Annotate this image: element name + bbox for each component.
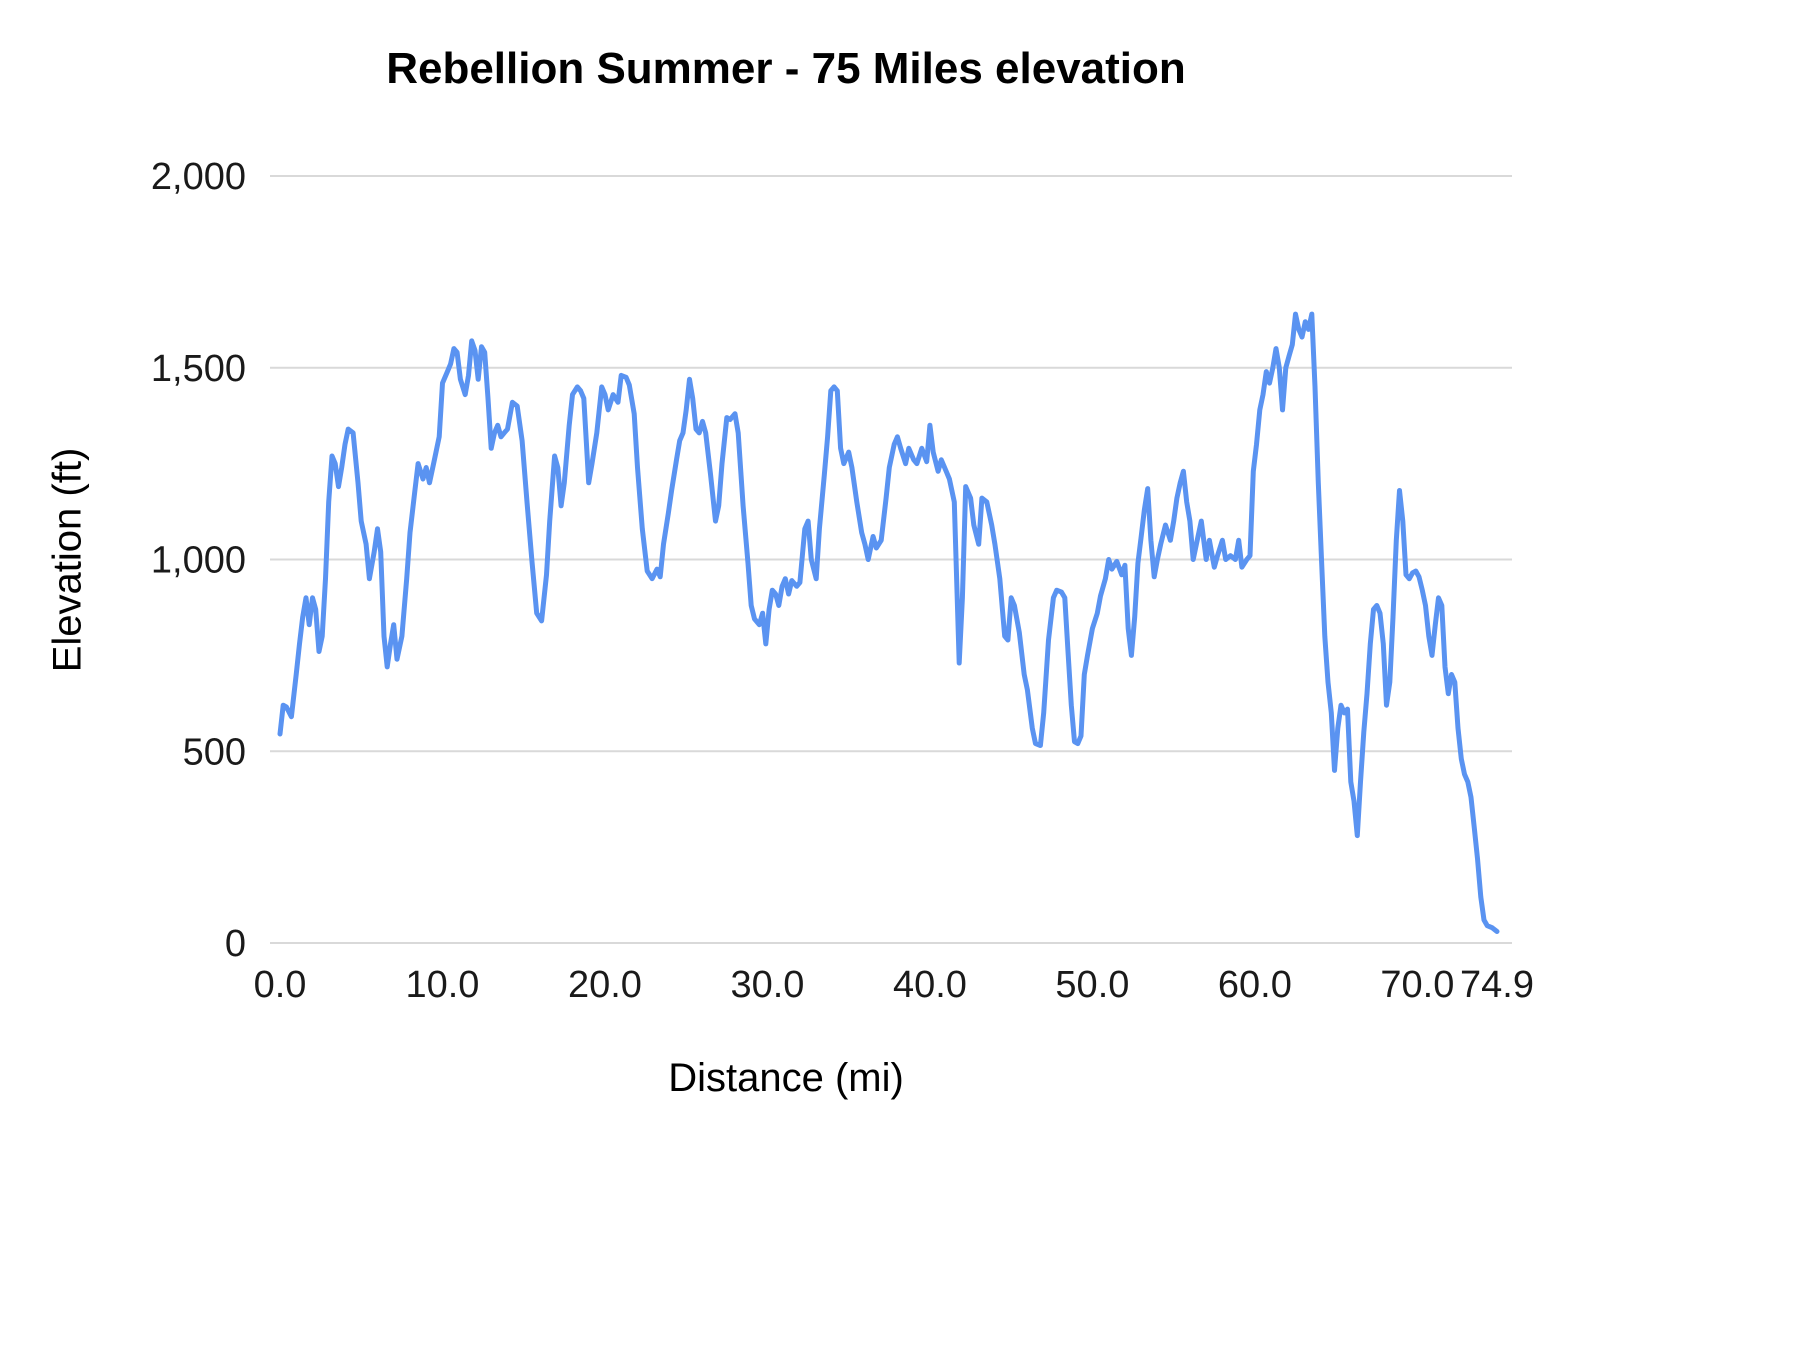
x-tick-label: 0.0 [254,964,307,1006]
y-tick-label: 500 [183,731,246,773]
x-tick-label: 50.0 [1055,964,1129,1006]
y-axis-tick-labels: 0 500 1,000 1,500 2,000 [151,156,246,965]
x-tick-label: 74.9 [1460,964,1534,1006]
y-tick-label: 0 [225,923,246,965]
elevation-line-series [277,311,1500,934]
x-tick-label: 70.0 [1380,964,1454,1006]
y-tick-label: 1,000 [151,540,246,582]
y-tick-label: 2,000 [151,156,246,198]
elevation-line [277,311,1500,934]
x-tick-label: 20.0 [568,964,642,1006]
x-tick-label: 40.0 [893,964,967,1006]
chart-title: Rebellion Summer - 75 Miles elevation [386,44,1186,93]
x-tick-label: 60.0 [1218,964,1292,1006]
x-axis-tick-labels: 0.0 10.0 20.0 30.0 40.0 50.0 60.0 70.0 74.9 [254,964,1534,1006]
gridlines [270,175,1512,944]
x-axis-title: Distance (mi) [668,1056,904,1100]
x-tick-label: 10.0 [405,964,479,1006]
x-tick-label: 30.0 [730,964,804,1006]
y-tick-label: 1,500 [151,348,246,390]
